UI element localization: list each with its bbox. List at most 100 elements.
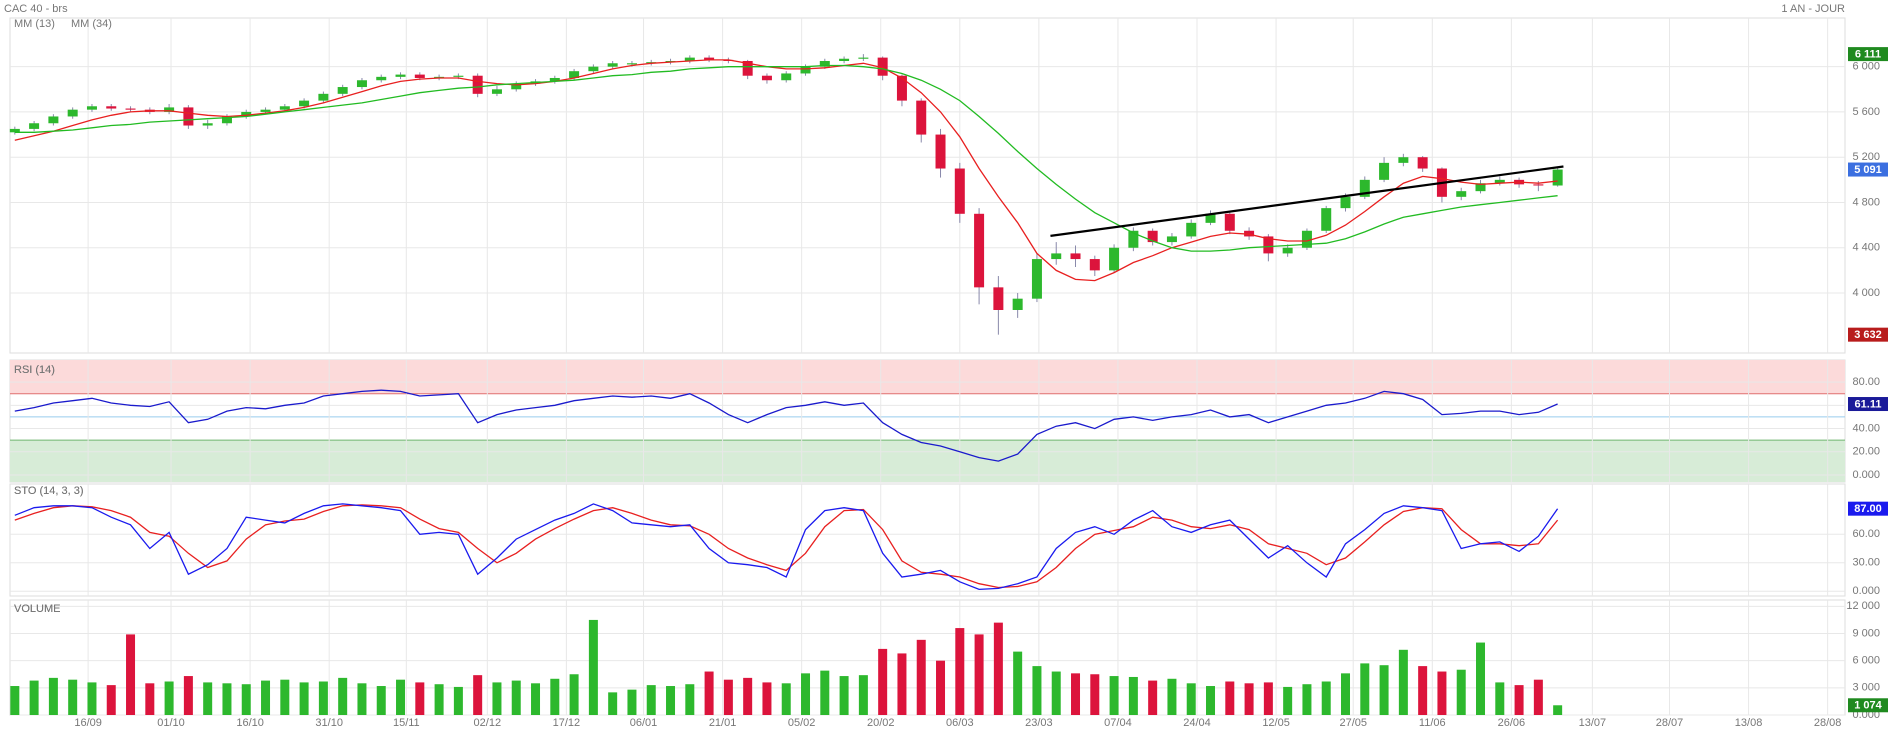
volume-bar xyxy=(781,683,791,715)
x-tick-label: 31/10 xyxy=(315,717,343,729)
volume-bar xyxy=(858,675,868,715)
series-line xyxy=(14,503,1559,591)
volume-bar xyxy=(261,680,271,715)
x-tick-label: 20/02 xyxy=(867,717,895,729)
volume-bar xyxy=(1437,671,1447,715)
candle-body xyxy=(299,100,310,107)
candle-body xyxy=(1533,184,1544,186)
y-tick-label: 0.000 xyxy=(1852,469,1880,481)
candle-body xyxy=(472,75,483,94)
volume-bar xyxy=(1167,678,1177,715)
candle-body xyxy=(549,77,560,82)
y-tick-label: 20.00 xyxy=(1852,446,1880,458)
volume-bar xyxy=(453,686,463,715)
volume-bar xyxy=(1341,673,1351,715)
candle-body xyxy=(395,74,406,77)
series-line xyxy=(14,389,1558,462)
series-line xyxy=(14,59,1558,282)
volume-bar xyxy=(685,684,695,715)
volume-bar xyxy=(434,684,444,715)
value-badge xyxy=(1848,698,1888,713)
volume-bar xyxy=(1109,676,1119,715)
y-tick-label: 5 600 xyxy=(1852,106,1880,118)
volume-bar xyxy=(1225,681,1235,715)
volume-bar xyxy=(318,681,328,715)
candle-body xyxy=(800,66,811,74)
volume-bar xyxy=(897,653,907,715)
panel-title: STO (14, 3, 3) xyxy=(14,485,84,497)
x-tick-label: 11/06 xyxy=(1419,717,1446,729)
volume-bar xyxy=(68,679,78,715)
volume-bar xyxy=(743,677,753,715)
candle-body xyxy=(337,87,348,94)
x-tick-label: 12/05 xyxy=(1262,717,1290,729)
x-tick-label: 07/04 xyxy=(1104,717,1132,729)
candle-body xyxy=(858,57,869,59)
candle-body xyxy=(761,75,772,81)
panel-frame xyxy=(9,17,1846,354)
volume-bar xyxy=(839,676,849,715)
candle-body xyxy=(318,93,329,101)
volume-bar xyxy=(974,634,984,715)
volume-bar xyxy=(801,673,811,715)
candle-body xyxy=(356,80,367,88)
legend-entry: MM (34) xyxy=(71,18,112,30)
candle-body xyxy=(742,61,753,76)
candle-body xyxy=(9,128,20,133)
panel-title: STO (14, 3, 3) xyxy=(14,485,84,497)
trend-line xyxy=(1050,165,1564,237)
y-tick-label: 4 800 xyxy=(1852,196,1880,208)
panel-frame xyxy=(9,483,1846,597)
candle-body xyxy=(164,107,175,112)
candle-body xyxy=(29,123,40,129)
candle-body xyxy=(819,61,830,67)
volume-bar xyxy=(1186,683,1196,715)
series-line xyxy=(14,64,1558,252)
volume-bar xyxy=(955,628,965,715)
y-tick-label: 4 000 xyxy=(1852,287,1880,299)
x-tick-label: 13/08 xyxy=(1735,717,1763,729)
volume-bar xyxy=(1051,671,1061,715)
volume-bar xyxy=(936,660,946,715)
candle-body xyxy=(48,116,59,124)
value-badge xyxy=(1848,327,1888,342)
y-tick-label: 60.00 xyxy=(1852,528,1880,540)
candle-body xyxy=(1359,179,1370,197)
volume-bar xyxy=(10,686,20,715)
x-tick-label: 13/07 xyxy=(1579,717,1607,729)
volume-bar xyxy=(1553,705,1563,715)
candle-body xyxy=(1301,230,1312,248)
y-tick-label: 6 000 xyxy=(1852,61,1880,73)
volume-bar xyxy=(1283,686,1293,715)
candle-body xyxy=(125,108,136,110)
x-tick-label: 28/08 xyxy=(1814,717,1842,729)
volume-bar xyxy=(1090,674,1100,715)
candle-body xyxy=(202,123,213,126)
volume-bar xyxy=(1360,663,1370,715)
candle-body xyxy=(974,213,985,288)
legend-entry: MM (13) xyxy=(14,18,55,30)
volume-bar xyxy=(1032,666,1042,715)
volume-bar xyxy=(48,677,58,715)
volume-bar xyxy=(164,681,174,715)
candle-body xyxy=(877,57,888,76)
candle-body xyxy=(1109,247,1120,271)
volume-bar xyxy=(723,679,733,715)
y-tick-label: 3 000 xyxy=(1852,682,1880,694)
x-tick-label: 28/07 xyxy=(1656,717,1684,729)
x-tick-label: 02/12 xyxy=(474,717,502,729)
candle-body xyxy=(260,109,271,112)
x-tick-label: 06/03 xyxy=(946,717,974,729)
candle-body xyxy=(1012,298,1023,310)
candle-body xyxy=(954,168,965,214)
panel-title: VOLUME xyxy=(14,603,60,615)
x-tick-label: 15/11 xyxy=(393,717,420,729)
candle-body xyxy=(1398,157,1409,163)
candle-body xyxy=(67,109,78,117)
volume-bar xyxy=(222,683,232,715)
volume-bar xyxy=(704,671,714,715)
volume-bar xyxy=(299,682,309,715)
volume-bar xyxy=(1398,649,1408,715)
series-line xyxy=(14,504,1559,589)
y-tick-label: 30.00 xyxy=(1852,557,1880,569)
